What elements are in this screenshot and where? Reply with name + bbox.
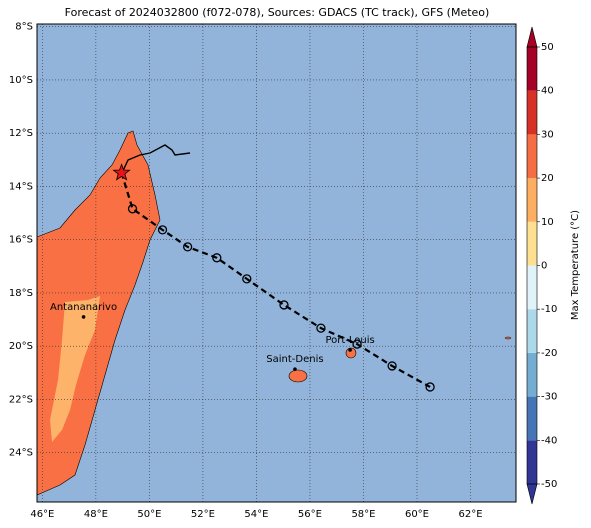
colorbar-band bbox=[527, 265, 537, 310]
colorbar-tick-label: -10 bbox=[541, 304, 557, 315]
x-tick-label: 58°E bbox=[351, 509, 375, 520]
y-tick-label: 8°S bbox=[15, 22, 33, 33]
colorbar-tick-label: -50 bbox=[541, 479, 557, 490]
colorbar-tick-label: -20 bbox=[541, 348, 557, 359]
x-tick-label: 56°E bbox=[298, 509, 322, 520]
y-tick-label: 22°S bbox=[9, 394, 33, 405]
colorbar-band bbox=[527, 134, 537, 179]
track-point bbox=[127, 204, 138, 214]
colorbar-band bbox=[527, 90, 537, 135]
x-tick-label: 46°E bbox=[30, 509, 54, 520]
colorbar-tick-label: 50 bbox=[541, 42, 554, 53]
x-tick-label: 54°E bbox=[244, 509, 268, 520]
colorbar-band bbox=[527, 309, 537, 353]
y-tick-label: 18°S bbox=[9, 288, 33, 299]
storm-start bbox=[112, 163, 131, 181]
track-point bbox=[316, 323, 326, 333]
track-point bbox=[279, 300, 289, 310]
x-tick-label: 48°E bbox=[84, 509, 108, 520]
y-tick-label: 12°S bbox=[9, 128, 33, 139]
x-tick-label: 50°E bbox=[137, 509, 161, 520]
city-dot bbox=[348, 348, 352, 352]
track-point bbox=[425, 382, 435, 392]
y-tick-label: 10°S bbox=[9, 75, 33, 86]
y-tick-label: 14°S bbox=[9, 181, 33, 192]
city-label: Port-Louis bbox=[325, 335, 374, 346]
colorbar-band bbox=[527, 352, 537, 397]
colorbar-tick-label: 30 bbox=[541, 129, 554, 140]
map-frame bbox=[36, 23, 517, 503]
track-point bbox=[242, 274, 252, 284]
colorbar-label: Max Temperature (°C) bbox=[570, 210, 581, 320]
city-dot bbox=[293, 367, 297, 371]
colorbar-tick-label: 10 bbox=[541, 217, 554, 228]
colorbar-tick-label: 40 bbox=[541, 86, 554, 97]
colorbar-band bbox=[527, 396, 537, 441]
y-tick-label: 24°S bbox=[9, 448, 33, 459]
colorbar-tick-label: 20 bbox=[541, 173, 554, 184]
colorbar-tick-label: 0 bbox=[541, 261, 547, 272]
y-tick-label: 20°S bbox=[9, 341, 33, 352]
track-point bbox=[183, 242, 193, 252]
forecast-track bbox=[120, 172, 431, 388]
track-point bbox=[157, 225, 168, 235]
x-tick-label: 52°E bbox=[191, 509, 215, 520]
colorbar-tick-label: -30 bbox=[541, 392, 557, 403]
colorbar-extend-bottom bbox=[526, 483, 538, 505]
x-tick-label: 62°E bbox=[458, 509, 482, 520]
rodrigues bbox=[504, 336, 512, 340]
highlands bbox=[50, 296, 100, 442]
colorbar-band bbox=[527, 440, 537, 484]
track-history bbox=[121, 144, 191, 174]
city-label: Saint-Denis bbox=[266, 354, 323, 365]
city-label: Antananarivo bbox=[50, 302, 117, 313]
chart-title: Forecast of 2024032800 (f072-078), Sourc… bbox=[65, 6, 490, 19]
city-dot bbox=[81, 315, 86, 319]
track-point bbox=[387, 361, 397, 371]
track-point bbox=[212, 253, 222, 263]
y-tick-label: 16°S bbox=[9, 235, 33, 246]
reunion bbox=[288, 369, 308, 383]
x-tick-label: 60°E bbox=[405, 509, 429, 520]
colorbar-band bbox=[527, 178, 537, 222]
track-point bbox=[352, 339, 362, 349]
colorbar-band bbox=[527, 221, 537, 266]
colorbar-tick-label: -40 bbox=[541, 435, 557, 446]
colorbar-extend-top bbox=[526, 26, 538, 48]
colorbar-band bbox=[527, 47, 537, 91]
